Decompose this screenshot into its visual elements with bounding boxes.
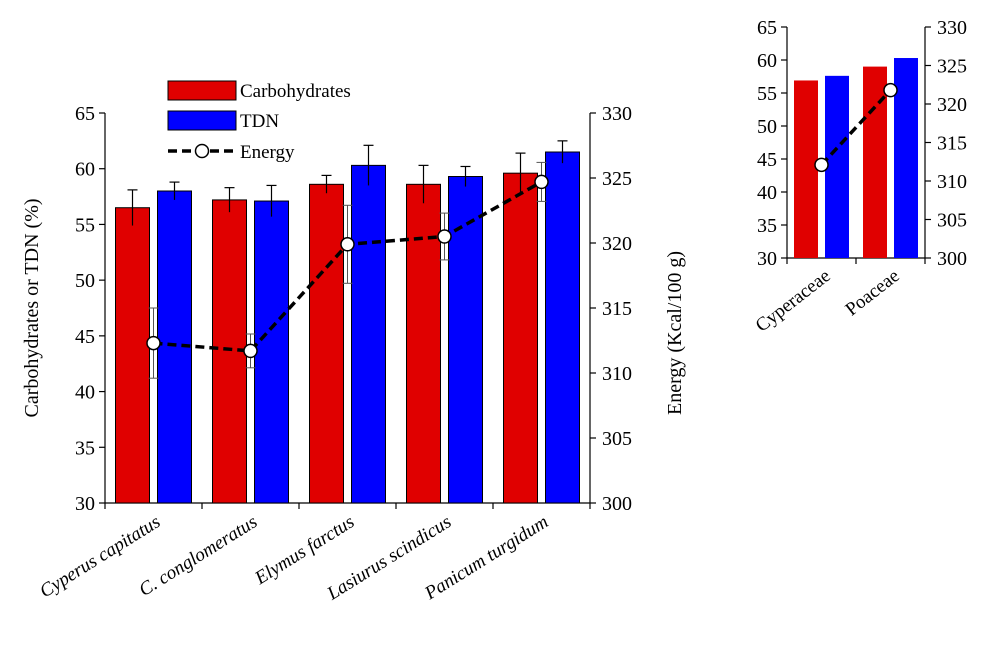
energy-point (814, 157, 829, 173)
left-tick-label: 50 (757, 116, 777, 138)
energy-point (883, 82, 898, 98)
tdn-bar (254, 200, 289, 504)
carbohydrates-bar (309, 183, 344, 504)
energy-point (340, 237, 355, 252)
right-tick-label: 300 (602, 493, 632, 515)
right-tick-label: 300 (937, 248, 967, 270)
left-axis-title: Carbohydrates or TDN (%) (21, 198, 43, 417)
right-tick-label: 320 (937, 94, 967, 116)
right-tick-label: 315 (937, 133, 967, 155)
energy-point (243, 343, 258, 359)
tdn-bar (825, 75, 849, 258)
right-tick-label: 330 (937, 17, 967, 39)
left-tick-label: 30 (75, 493, 95, 515)
right-tick-label: 315 (602, 298, 632, 320)
right-tick-label: 310 (937, 171, 967, 193)
left-tick-label: 65 (75, 103, 95, 125)
carbohydrates-bar (863, 66, 887, 258)
left-tick-label: 45 (75, 326, 95, 348)
left-tick-label: 35 (757, 215, 777, 237)
tdn-bar (448, 176, 483, 504)
tdn-bar (894, 58, 918, 258)
legend-carbohydrates-label: Carbohydrates (240, 81, 351, 102)
right-tick-label: 320 (602, 233, 632, 255)
left-tick-label: 30 (757, 248, 777, 270)
right-tick-label: 305 (602, 428, 632, 450)
legend-carbohydrates-swatch (167, 80, 237, 101)
left-tick-label: 60 (757, 50, 777, 72)
left-tick-label: 45 (757, 149, 777, 171)
carbohydrates-bar (406, 183, 441, 504)
carbohydrates-bar (794, 80, 818, 259)
carbohydrates-bar (503, 172, 538, 504)
legend-tdn-swatch (167, 110, 237, 131)
right-tick-label: 310 (602, 363, 632, 385)
energy-point (437, 229, 452, 244)
tdn-bar (351, 164, 386, 504)
left-tick-label: 60 (75, 159, 95, 181)
category-label: Cyperaceae (752, 265, 835, 336)
left-tick-label: 40 (75, 382, 95, 404)
carbohydrates-bar (115, 207, 150, 504)
left-tick-label: 40 (757, 182, 777, 204)
energy-point (534, 174, 549, 190)
energy-line (820, 88, 892, 167)
legend-tdn-label: TDN (240, 111, 279, 132)
left-tick-label: 55 (757, 83, 777, 105)
right-tick-label: 305 (937, 210, 967, 232)
left-tick-label: 55 (75, 214, 95, 236)
category-label: Poaceae (842, 265, 904, 320)
right-tick-label: 330 (602, 103, 632, 125)
legend-energy-marker (194, 143, 210, 159)
left-tick-label: 35 (75, 437, 95, 459)
right-tick-label: 325 (602, 168, 632, 190)
left-tick-label: 50 (75, 270, 95, 292)
right-axis-title: Energy (Kcal/100 g) (664, 251, 686, 415)
legend-energy-label: Energy (240, 142, 295, 163)
energy-point (146, 335, 161, 351)
right-tick-label: 325 (937, 56, 967, 78)
left-tick-label: 65 (757, 17, 777, 39)
tdn-bar (545, 151, 580, 504)
